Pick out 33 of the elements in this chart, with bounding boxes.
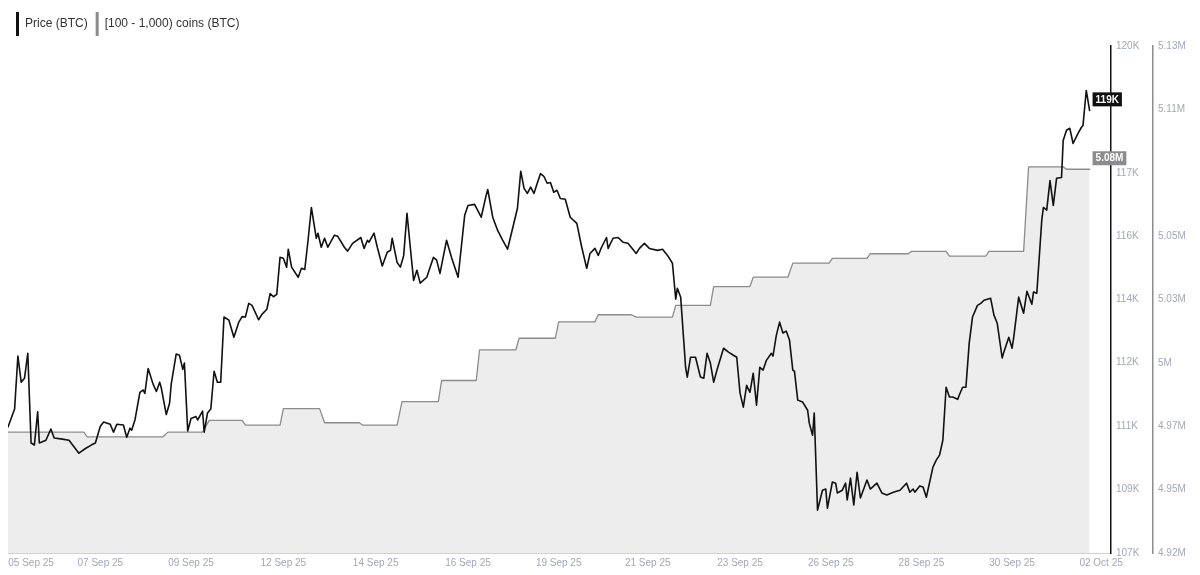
x-tick-label: 07 Sep 25 xyxy=(77,556,124,568)
y2-tick-label: 5M xyxy=(1158,356,1172,368)
y-tick-label: 111K xyxy=(1116,420,1139,431)
y2-tick-label: 5.11M xyxy=(1158,103,1186,115)
y2-tick-label: 4.97M xyxy=(1158,420,1186,431)
y2-tick-label: 4.95M xyxy=(1158,483,1186,495)
y-tick-label: 112K xyxy=(1116,356,1139,368)
x-tick-label: 12 Sep 25 xyxy=(260,556,307,568)
y-tick-label: 120K xyxy=(1116,39,1140,51)
x-tick-label: 14 Sep 25 xyxy=(352,556,399,568)
y2-tick-label: 5.13M xyxy=(1158,39,1186,51)
legend-label: [100 - 1,000) coins (BTC) xyxy=(104,16,240,31)
x-tick-label: 28 Sep 25 xyxy=(898,556,945,568)
y-tick-label: 114K xyxy=(1116,293,1139,305)
y2-tick-label: 4.92M xyxy=(1158,546,1186,558)
x-tick-label: 19 Sep 25 xyxy=(535,556,582,568)
x-tick-label: 05 Sep 25 xyxy=(8,556,55,568)
x-tick-label: 23 Sep 25 xyxy=(717,556,764,568)
data-label: 5.08M xyxy=(1095,152,1124,164)
data-label: 119K xyxy=(1095,93,1120,105)
x-tick-label: 02 Oct 25 xyxy=(1079,556,1124,568)
y2-tick-label: 5.03M xyxy=(1158,293,1186,305)
y-tick-label: 116K xyxy=(1116,229,1139,241)
x-tick-label: 26 Sep 25 xyxy=(807,556,854,568)
legend-label: Price (BTC) xyxy=(25,16,88,31)
y-tick-label: 109K xyxy=(1116,483,1140,495)
x-tick-label: 09 Sep 25 xyxy=(168,556,215,568)
x-tick-label: 21 Sep 25 xyxy=(624,556,671,568)
x-tick-label: 30 Sep 25 xyxy=(989,556,1036,568)
x-tick-label: 16 Sep 25 xyxy=(445,556,492,568)
y-tick-label: 107K xyxy=(1116,546,1140,558)
y-tick-label: 117K xyxy=(1116,166,1139,178)
y2-tick-label: 5.05M xyxy=(1158,229,1186,241)
